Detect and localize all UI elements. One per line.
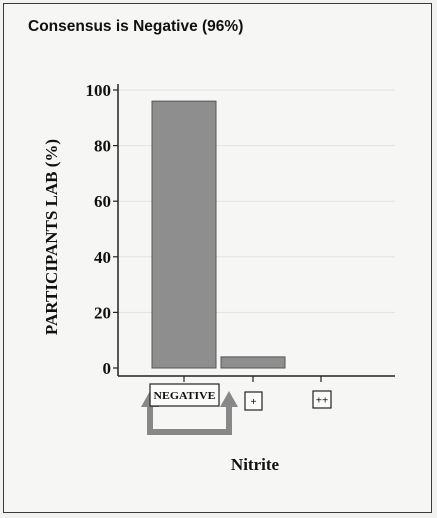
category-box — [149, 383, 220, 407]
y-axis-title: PARTICIPANTS LAB (%) — [42, 139, 61, 335]
y-tick-label: 20 — [94, 303, 111, 322]
category-labels: NEGATIVE + ++ — [149, 383, 332, 411]
y-tick-label: 0 — [103, 359, 112, 378]
axes — [117, 84, 395, 382]
category-label: ++ — [316, 395, 329, 407]
bar-2 — [220, 356, 286, 369]
chart-title: Consensus is Negative (96%) — [28, 18, 244, 35]
chart-frame — [3, 3, 432, 513]
bar-1 — [151, 100, 217, 369]
y-tick-label: 60 — [94, 192, 111, 211]
category-box — [312, 390, 332, 409]
y-tick-label: 100 — [86, 81, 112, 100]
category-box — [244, 391, 263, 411]
arrow-path — [147, 405, 232, 435]
y-tick-label: 80 — [94, 137, 111, 156]
category-label: NEGATIVE — [154, 390, 216, 402]
arrow-head-right — [220, 391, 238, 407]
bars — [151, 100, 286, 369]
category-label: + — [250, 396, 256, 408]
y-tick-label: 40 — [94, 248, 111, 267]
y-ticks: 0 20 40 60 80 100 — [86, 81, 118, 378]
x-axis-title: Nitrite — [231, 455, 280, 474]
